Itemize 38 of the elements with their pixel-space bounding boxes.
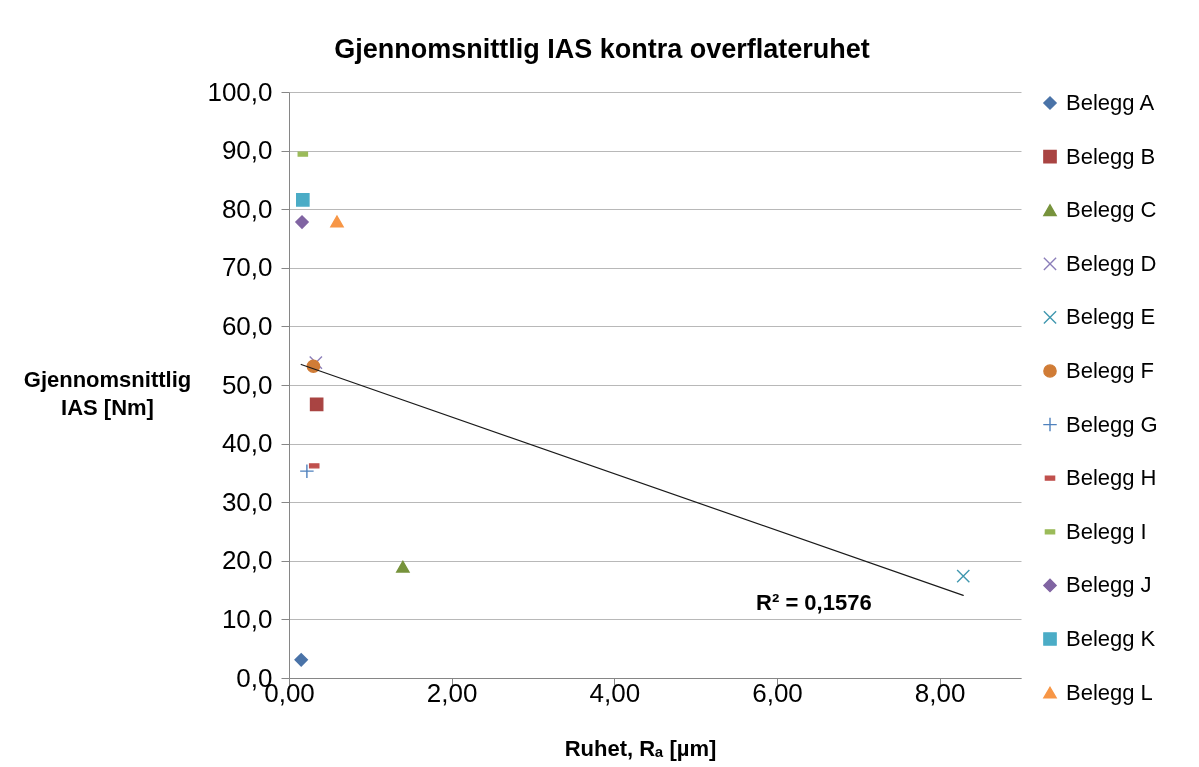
legend-label: Belegg H [1066, 465, 1157, 491]
legend-label: Belegg E [1066, 304, 1156, 330]
legend-label: Belegg K [1066, 626, 1156, 651]
y-tick-label: 40,0 [221, 428, 273, 459]
y-tick-label: 100,0 [207, 76, 273, 107]
legend-label: Belegg G [1066, 411, 1158, 437]
x-tick-label: 8,00 [914, 677, 966, 708]
y-tick-label: 30,0 [221, 486, 273, 517]
y-tick-label: 60,0 [221, 310, 273, 341]
y-tick-label: 10,0 [221, 603, 273, 634]
x-tick-label: 4,00 [589, 677, 641, 708]
point [296, 193, 310, 207]
legend-label: Belegg J [1066, 572, 1152, 598]
legend-label: Belegg B [1066, 143, 1156, 169]
legend-label: Belegg L [1066, 679, 1153, 705]
x-axis-title: Ruhet, Rₐ [µm] [564, 735, 717, 761]
legend-label: Belegg C [1066, 197, 1157, 223]
legend-label: Belegg F [1066, 358, 1155, 383]
legend-label: Belegg D [1066, 250, 1157, 276]
x-tick-label: 6,00 [752, 677, 803, 708]
annotation: R² = 0,1576 [756, 589, 872, 615]
point [330, 215, 344, 228]
point [396, 560, 410, 573]
legend-label: Belegg I [1066, 518, 1147, 544]
x-tick-label: 2,00 [426, 677, 478, 708]
point [309, 397, 324, 412]
point [956, 569, 971, 583]
point [294, 653, 309, 667]
y-tick-label: 20,0 [221, 545, 273, 576]
point [295, 215, 309, 229]
y-tick-label: 90,0 [221, 135, 273, 166]
chart-title: Gjennomsnittlig IAS kontra overflateruhet [334, 34, 870, 64]
y-tick-label: 70,0 [221, 252, 273, 283]
point [299, 463, 315, 479]
y-tick-label: 80,0 [221, 193, 273, 224]
legend-label: Belegg A [1066, 90, 1155, 115]
y-tick-label: 50,0 [221, 369, 273, 400]
y-axis-title: Gjennomsnittlig IAS [Nm] [23, 366, 192, 420]
